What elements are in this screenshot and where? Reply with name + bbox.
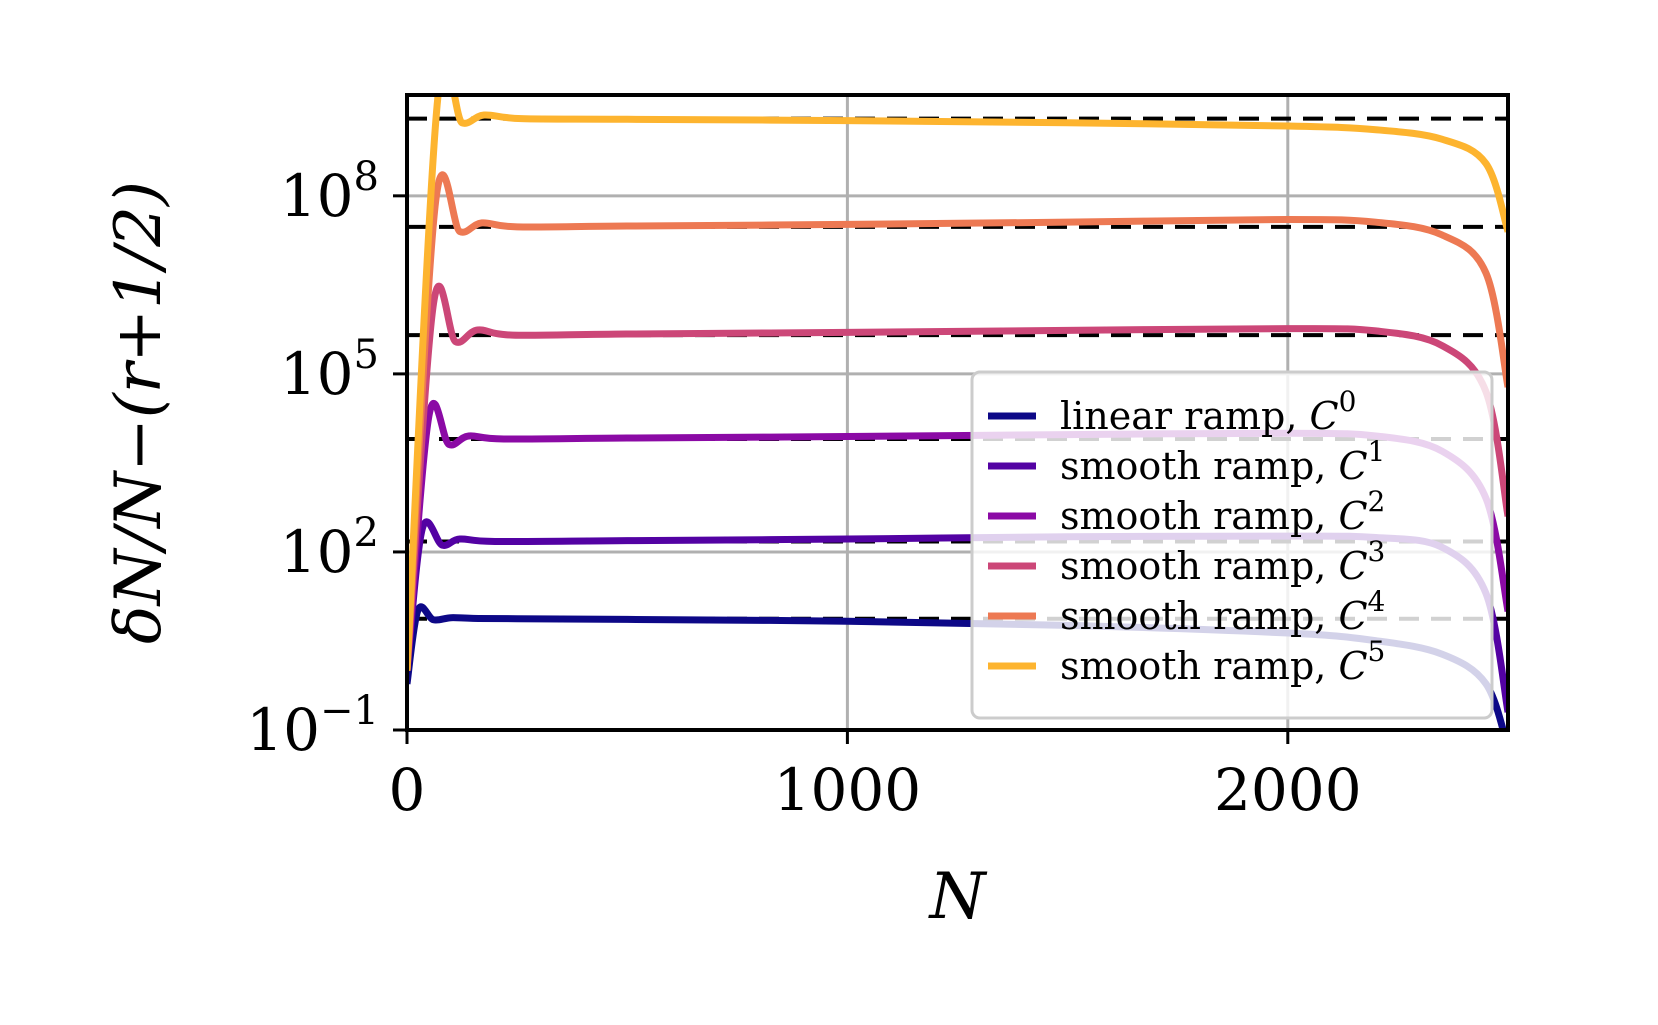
y-tick-exponent: 5 [354,332,379,378]
legend-entry-2: smooth ramp, C2 [1060,485,1385,538]
legend-label-exp: 4 [1368,585,1386,618]
legend-label-exp: 2 [1368,485,1386,518]
x-tick-label: 2000 [1214,756,1362,824]
legend-entry-0: linear ramp, C0 [1060,385,1356,438]
x-tick-label: 0 [389,756,426,824]
legend-entry-3: smooth ramp, C3 [1060,535,1385,588]
legend-label-exp: 1 [1368,435,1386,468]
y-tick-label: 108 [280,154,379,230]
y-tick-base: 10 [246,696,320,764]
x-axis-label: N [928,860,988,934]
y-tick-label: 105 [280,332,379,408]
legend-label-c: C [1338,544,1367,588]
legend-entry-1: smooth ramp, C1 [1060,435,1385,488]
legend-label-exp: 0 [1339,385,1357,418]
series-line-4 [407,171,1508,671]
y-tick-label: 102 [280,510,379,586]
legend-label-exp: 5 [1368,635,1386,668]
y-axis-label: δN/N−(r+1/2) [102,181,176,644]
legend-label-c: C [1338,594,1367,638]
legend-label-text: smooth ramp, [1060,594,1338,638]
y-tick-exponent: 2 [354,510,379,556]
y-tick-exponent: 8 [354,154,379,200]
legend-label-c: C [1338,494,1367,538]
y-tick-label: 10−1 [246,688,379,764]
legend-label-c: C [1338,644,1367,688]
axis-labels: NδN/N−(r+1/2) [102,181,988,934]
y-tick-base: 10 [280,518,354,586]
legend-label-text: smooth ramp, [1060,644,1338,688]
y-tick-base: 10 [280,340,354,408]
plot-frame [405,93,1510,732]
legend-label-text: smooth ramp, [1060,444,1338,488]
series-line-5 [407,95,1508,671]
legend-box [970,370,1494,720]
legend-label-text: linear ramp, [1060,394,1310,438]
legend-label-c: C [1310,394,1339,438]
y-tick-exponent: −1 [320,688,379,734]
x-tick-label: 1000 [774,756,922,824]
legend-label-text: smooth ramp, [1060,544,1338,588]
legend-entry-4: smooth ramp, C4 [1060,585,1385,638]
legend-entry-5: smooth ramp, C5 [1060,635,1385,688]
legend-label-exp: 3 [1368,535,1386,568]
series-line-3 [407,282,1508,671]
legend-label-c: C [1338,444,1367,488]
y-tick-base: 10 [280,162,354,230]
legend-label-text: smooth ramp, [1060,494,1338,538]
